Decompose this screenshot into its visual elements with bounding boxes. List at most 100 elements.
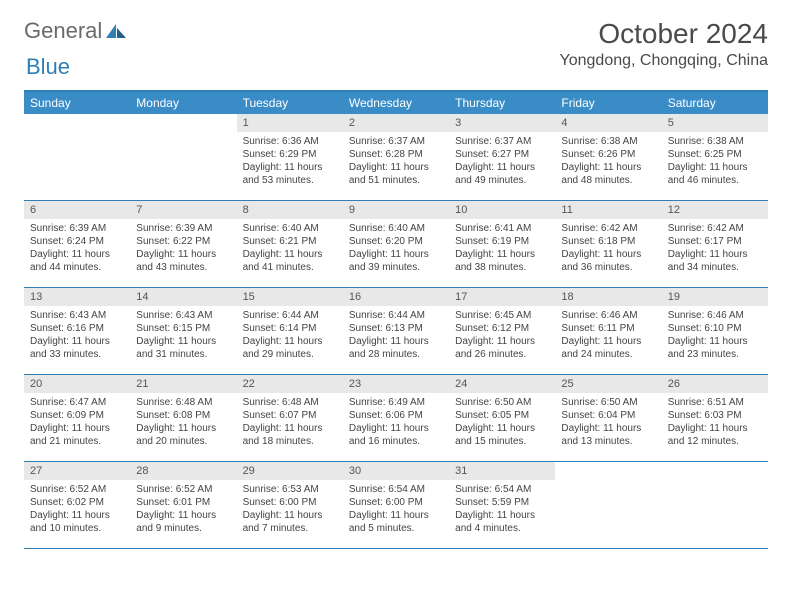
sunset-text: Sunset: 6:28 PM bbox=[349, 148, 443, 161]
brand-part2: Blue bbox=[26, 54, 70, 79]
day-number: 15 bbox=[237, 288, 343, 306]
sunrise-text: Sunrise: 6:36 AM bbox=[243, 135, 337, 148]
calendar: SundayMondayTuesdayWednesdayThursdayFrid… bbox=[24, 90, 768, 549]
day-number: 29 bbox=[237, 462, 343, 480]
day-header: Tuesday bbox=[237, 92, 343, 114]
day-details: Sunrise: 6:42 AMSunset: 6:17 PMDaylight:… bbox=[662, 219, 768, 278]
sunset-text: Sunset: 6:00 PM bbox=[243, 496, 337, 509]
day-number: 20 bbox=[24, 375, 130, 393]
day-details: Sunrise: 6:40 AMSunset: 6:21 PMDaylight:… bbox=[237, 219, 343, 278]
daylight-text: Daylight: 11 hours and 51 minutes. bbox=[349, 161, 443, 187]
empty-cell bbox=[555, 462, 661, 548]
day-number: 9 bbox=[343, 201, 449, 219]
sunrise-text: Sunrise: 6:41 AM bbox=[455, 222, 549, 235]
day-number: 27 bbox=[24, 462, 130, 480]
title-block: October 2024 Yongdong, Chongqing, China bbox=[560, 18, 768, 70]
sunset-text: Sunset: 6:21 PM bbox=[243, 235, 337, 248]
sunset-text: Sunset: 6:16 PM bbox=[30, 322, 124, 335]
day-number: 31 bbox=[449, 462, 555, 480]
sunset-text: Sunset: 6:18 PM bbox=[561, 235, 655, 248]
weeks-container: 1Sunrise: 6:36 AMSunset: 6:29 PMDaylight… bbox=[24, 114, 768, 549]
sunrise-text: Sunrise: 6:38 AM bbox=[561, 135, 655, 148]
sunrise-text: Sunrise: 6:40 AM bbox=[349, 222, 443, 235]
daylight-text: Daylight: 11 hours and 16 minutes. bbox=[349, 422, 443, 448]
daylight-text: Daylight: 11 hours and 43 minutes. bbox=[136, 248, 230, 274]
day-cell: 14Sunrise: 6:43 AMSunset: 6:15 PMDayligh… bbox=[130, 288, 236, 374]
daylight-text: Daylight: 11 hours and 34 minutes. bbox=[668, 248, 762, 274]
day-header: Wednesday bbox=[343, 92, 449, 114]
day-cell: 12Sunrise: 6:42 AMSunset: 6:17 PMDayligh… bbox=[662, 201, 768, 287]
day-details: Sunrise: 6:38 AMSunset: 6:25 PMDaylight:… bbox=[662, 132, 768, 191]
sunrise-text: Sunrise: 6:50 AM bbox=[455, 396, 549, 409]
sunrise-text: Sunrise: 6:43 AM bbox=[30, 309, 124, 322]
day-number: 10 bbox=[449, 201, 555, 219]
sunrise-text: Sunrise: 6:54 AM bbox=[455, 483, 549, 496]
day-number: 8 bbox=[237, 201, 343, 219]
month-title: October 2024 bbox=[560, 18, 768, 50]
sunrise-text: Sunrise: 6:47 AM bbox=[30, 396, 124, 409]
day-cell: 24Sunrise: 6:50 AMSunset: 6:05 PMDayligh… bbox=[449, 375, 555, 461]
sunset-text: Sunset: 6:29 PM bbox=[243, 148, 337, 161]
day-cell: 5Sunrise: 6:38 AMSunset: 6:25 PMDaylight… bbox=[662, 114, 768, 200]
sunrise-text: Sunrise: 6:37 AM bbox=[349, 135, 443, 148]
day-details: Sunrise: 6:45 AMSunset: 6:12 PMDaylight:… bbox=[449, 306, 555, 365]
sunset-text: Sunset: 6:11 PM bbox=[561, 322, 655, 335]
day-number: 26 bbox=[662, 375, 768, 393]
sunset-text: Sunset: 6:09 PM bbox=[30, 409, 124, 422]
daylight-text: Daylight: 11 hours and 24 minutes. bbox=[561, 335, 655, 361]
brand-logo: General bbox=[24, 18, 130, 44]
day-cell: 2Sunrise: 6:37 AMSunset: 6:28 PMDaylight… bbox=[343, 114, 449, 200]
daylight-text: Daylight: 11 hours and 18 minutes. bbox=[243, 422, 337, 448]
day-number: 14 bbox=[130, 288, 236, 306]
sunset-text: Sunset: 6:06 PM bbox=[349, 409, 443, 422]
day-details: Sunrise: 6:37 AMSunset: 6:28 PMDaylight:… bbox=[343, 132, 449, 191]
day-cell: 1Sunrise: 6:36 AMSunset: 6:29 PMDaylight… bbox=[237, 114, 343, 200]
day-details: Sunrise: 6:41 AMSunset: 6:19 PMDaylight:… bbox=[449, 219, 555, 278]
sunset-text: Sunset: 6:02 PM bbox=[30, 496, 124, 509]
brand-part1: General bbox=[24, 18, 102, 44]
day-cell: 27Sunrise: 6:52 AMSunset: 6:02 PMDayligh… bbox=[24, 462, 130, 548]
day-details: Sunrise: 6:52 AMSunset: 6:01 PMDaylight:… bbox=[130, 480, 236, 539]
sunrise-text: Sunrise: 6:42 AM bbox=[668, 222, 762, 235]
daylight-text: Daylight: 11 hours and 29 minutes. bbox=[243, 335, 337, 361]
sunrise-text: Sunrise: 6:53 AM bbox=[243, 483, 337, 496]
daylight-text: Daylight: 11 hours and 31 minutes. bbox=[136, 335, 230, 361]
sunset-text: Sunset: 6:26 PM bbox=[561, 148, 655, 161]
empty-cell bbox=[24, 114, 130, 200]
day-cell: 28Sunrise: 6:52 AMSunset: 6:01 PMDayligh… bbox=[130, 462, 236, 548]
day-details bbox=[130, 118, 236, 125]
day-details bbox=[555, 466, 661, 473]
day-number: 22 bbox=[237, 375, 343, 393]
day-details: Sunrise: 6:52 AMSunset: 6:02 PMDaylight:… bbox=[24, 480, 130, 539]
sunrise-text: Sunrise: 6:50 AM bbox=[561, 396, 655, 409]
day-details: Sunrise: 6:39 AMSunset: 6:24 PMDaylight:… bbox=[24, 219, 130, 278]
day-header: Friday bbox=[555, 92, 661, 114]
day-cell: 6Sunrise: 6:39 AMSunset: 6:24 PMDaylight… bbox=[24, 201, 130, 287]
sunrise-text: Sunrise: 6:45 AM bbox=[455, 309, 549, 322]
sunset-text: Sunset: 6:27 PM bbox=[455, 148, 549, 161]
day-number: 19 bbox=[662, 288, 768, 306]
day-details: Sunrise: 6:50 AMSunset: 6:05 PMDaylight:… bbox=[449, 393, 555, 452]
week-row: 6Sunrise: 6:39 AMSunset: 6:24 PMDaylight… bbox=[24, 201, 768, 288]
day-details: Sunrise: 6:39 AMSunset: 6:22 PMDaylight:… bbox=[130, 219, 236, 278]
sunset-text: Sunset: 6:07 PM bbox=[243, 409, 337, 422]
day-cell: 3Sunrise: 6:37 AMSunset: 6:27 PMDaylight… bbox=[449, 114, 555, 200]
week-row: 1Sunrise: 6:36 AMSunset: 6:29 PMDaylight… bbox=[24, 114, 768, 201]
day-details: Sunrise: 6:46 AMSunset: 6:10 PMDaylight:… bbox=[662, 306, 768, 365]
daylight-text: Daylight: 11 hours and 9 minutes. bbox=[136, 509, 230, 535]
day-details: Sunrise: 6:44 AMSunset: 6:14 PMDaylight:… bbox=[237, 306, 343, 365]
daylight-text: Daylight: 11 hours and 23 minutes. bbox=[668, 335, 762, 361]
daylight-text: Daylight: 11 hours and 13 minutes. bbox=[561, 422, 655, 448]
sunrise-text: Sunrise: 6:49 AM bbox=[349, 396, 443, 409]
day-details: Sunrise: 6:47 AMSunset: 6:09 PMDaylight:… bbox=[24, 393, 130, 452]
day-number: 23 bbox=[343, 375, 449, 393]
day-header: Sunday bbox=[24, 92, 130, 114]
daylight-text: Daylight: 11 hours and 28 minutes. bbox=[349, 335, 443, 361]
day-cell: 26Sunrise: 6:51 AMSunset: 6:03 PMDayligh… bbox=[662, 375, 768, 461]
sunset-text: Sunset: 6:12 PM bbox=[455, 322, 549, 335]
sunrise-text: Sunrise: 6:44 AM bbox=[243, 309, 337, 322]
daylight-text: Daylight: 11 hours and 36 minutes. bbox=[561, 248, 655, 274]
sunrise-text: Sunrise: 6:43 AM bbox=[136, 309, 230, 322]
day-cell: 4Sunrise: 6:38 AMSunset: 6:26 PMDaylight… bbox=[555, 114, 661, 200]
day-number: 24 bbox=[449, 375, 555, 393]
